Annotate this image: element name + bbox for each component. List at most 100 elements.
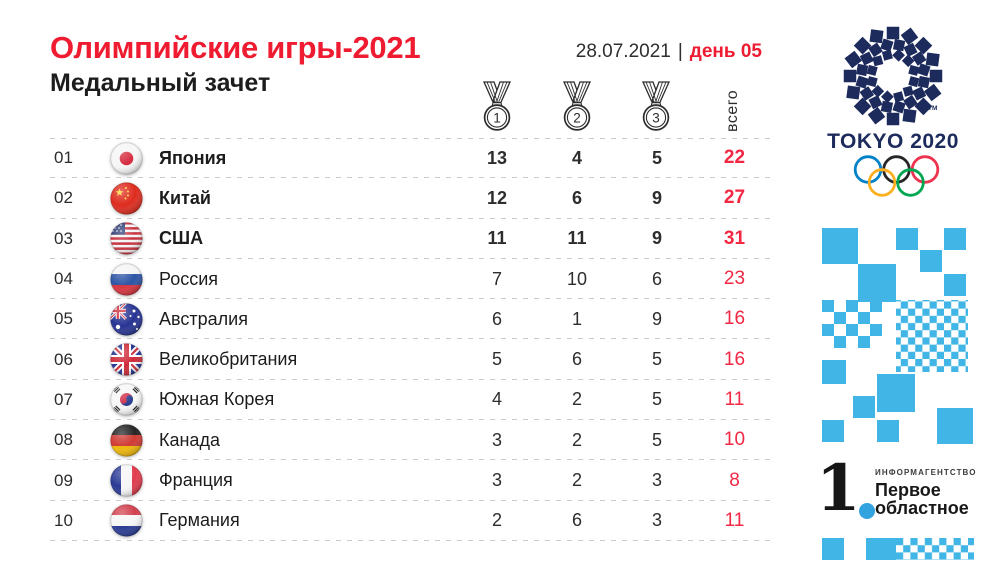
country-name: США: [159, 228, 204, 249]
svg-text:2: 2: [573, 111, 581, 126]
bronze-count: 9: [651, 308, 662, 329]
country-name: Австралия: [159, 308, 248, 329]
date-text: 28.07.2021: [575, 41, 671, 62]
bronze-count: 3: [651, 510, 662, 531]
country-name: Южная Корея: [159, 389, 275, 410]
flag-france-icon: [94, 464, 159, 497]
flag-southkorea-icon: [94, 383, 159, 417]
olympic-rings-icon: [853, 155, 940, 197]
agency-dot-icon: [859, 503, 875, 519]
country-name: Китай: [159, 187, 211, 208]
rank-cell: 04: [54, 269, 73, 289]
gold-count: 11: [487, 228, 507, 249]
gold-count: 12: [486, 187, 508, 208]
gold-count: 3: [491, 470, 502, 491]
silver-count: 2: [571, 470, 582, 491]
silver-count: 6: [571, 510, 582, 531]
bronze-count: 6: [651, 268, 662, 289]
total-count: 23: [723, 268, 746, 290]
rank-cell: 02: [54, 188, 73, 208]
flag-japan-icon: [94, 141, 159, 175]
country-name: Франция: [159, 470, 233, 491]
silver-count: 2: [571, 429, 582, 450]
country-name: Великобритания: [159, 349, 298, 370]
silver-count: 2: [571, 389, 582, 410]
trademark-mark: TM: [928, 105, 938, 112]
silver-count: 6: [571, 349, 582, 370]
table-row: 02 Китай 12 6 9 27: [50, 178, 772, 219]
svg-text:3: 3: [652, 111, 660, 126]
gold-medal-icon: 1: [480, 81, 514, 131]
total-count: 16: [723, 348, 746, 370]
rank-cell: 09: [54, 470, 73, 490]
table-row: 09 Франция 3 2 3 8: [50, 460, 772, 501]
rank-cell: 01: [54, 148, 73, 168]
gold-count: 4: [491, 389, 502, 410]
total-count: 10: [723, 429, 746, 451]
silver-count: 11: [567, 228, 587, 249]
gold-count: 7: [491, 268, 502, 289]
flag-germany-icon: [94, 424, 159, 457]
flag-russia-icon: [94, 262, 159, 296]
gold-count: 13: [486, 147, 508, 168]
total-count: 8: [729, 469, 740, 491]
silver-count: 1: [571, 308, 582, 329]
table-row: 07 Южная Корея 4 2 5 11: [50, 380, 772, 421]
table-row: 06 Великобритания 5 6 5 16: [50, 339, 772, 381]
rank-cell: 07: [54, 389, 73, 409]
bronze-count: 5: [651, 349, 662, 370]
table-row: 05 Австралия 6 1 9 16: [50, 299, 772, 340]
silver-count: 4: [571, 147, 582, 168]
flag-usa-icon: [94, 222, 159, 255]
svg-text:1: 1: [493, 111, 501, 126]
agency-name: Первое областное: [875, 480, 969, 518]
rank-cell: 08: [54, 430, 73, 450]
page-title: Олимпийские игры-2021: [50, 30, 421, 65]
gold-count: 3: [491, 429, 502, 450]
tokyo2020-wordmark: TOKYO 2020: [827, 130, 959, 153]
ichimatsu-strip-pattern: [822, 538, 974, 560]
table-row: 10 Германия 2 6 3 11: [50, 501, 772, 542]
bronze-medal-icon: 3: [639, 81, 673, 131]
silver-count: 6: [571, 187, 582, 208]
flag-china-icon: [94, 182, 159, 215]
flag-uk-icon: [94, 343, 159, 376]
gold-count: 5: [491, 349, 502, 370]
date-line: 28.07.2021 | день 05: [576, 41, 762, 63]
total-count: 22: [723, 147, 746, 169]
rank-cell: 05: [54, 309, 73, 329]
bronze-count: 5: [651, 147, 662, 168]
gold-count: 2: [491, 510, 502, 531]
country-name: Германия: [159, 510, 240, 531]
total-count: 31: [723, 227, 746, 249]
country-name: Россия: [159, 268, 219, 289]
total-count: 11: [724, 509, 745, 531]
bronze-count: 9: [651, 187, 662, 208]
bronze-count: 9: [651, 228, 662, 249]
table-row: 04 Россия 7 10 6 23: [50, 259, 772, 300]
country-name: Япония: [159, 147, 227, 168]
table-row: 03 США 11 11 9 31: [50, 219, 772, 260]
page-subtitle: Медальный зачет: [50, 69, 271, 97]
rank-cell: 10: [54, 510, 73, 530]
tokyo2020-emblem-icon: [843, 26, 943, 126]
total-count: 11: [724, 388, 745, 410]
gold-count: 6: [491, 308, 502, 329]
flag-netherlands-icon: [94, 504, 159, 538]
table-row: 08 Канада 3 2 5 10: [50, 420, 772, 461]
rank-cell: 06: [54, 349, 73, 369]
total-column-header: всего: [724, 89, 741, 132]
bronze-count: 5: [651, 429, 662, 450]
table-row: 01 Япония 13 4 5 22: [50, 138, 772, 179]
flag-australia-icon: [94, 303, 159, 336]
rank-cell: 03: [54, 228, 73, 248]
date-separator: |: [677, 41, 683, 62]
bronze-count: 5: [651, 389, 662, 410]
day-badge: день 05: [689, 41, 762, 62]
silver-medal-icon: 2: [560, 81, 594, 131]
agency-small-label: ИНФОРМАГЕНТСТВО: [875, 468, 977, 477]
ichimatsu-pattern: [822, 228, 973, 444]
medal-table: 01 Япония 13 4 5 22 02 Китай 12 6 9 27 03: [50, 138, 772, 542]
total-count: 27: [723, 187, 746, 209]
bronze-count: 3: [651, 470, 662, 491]
